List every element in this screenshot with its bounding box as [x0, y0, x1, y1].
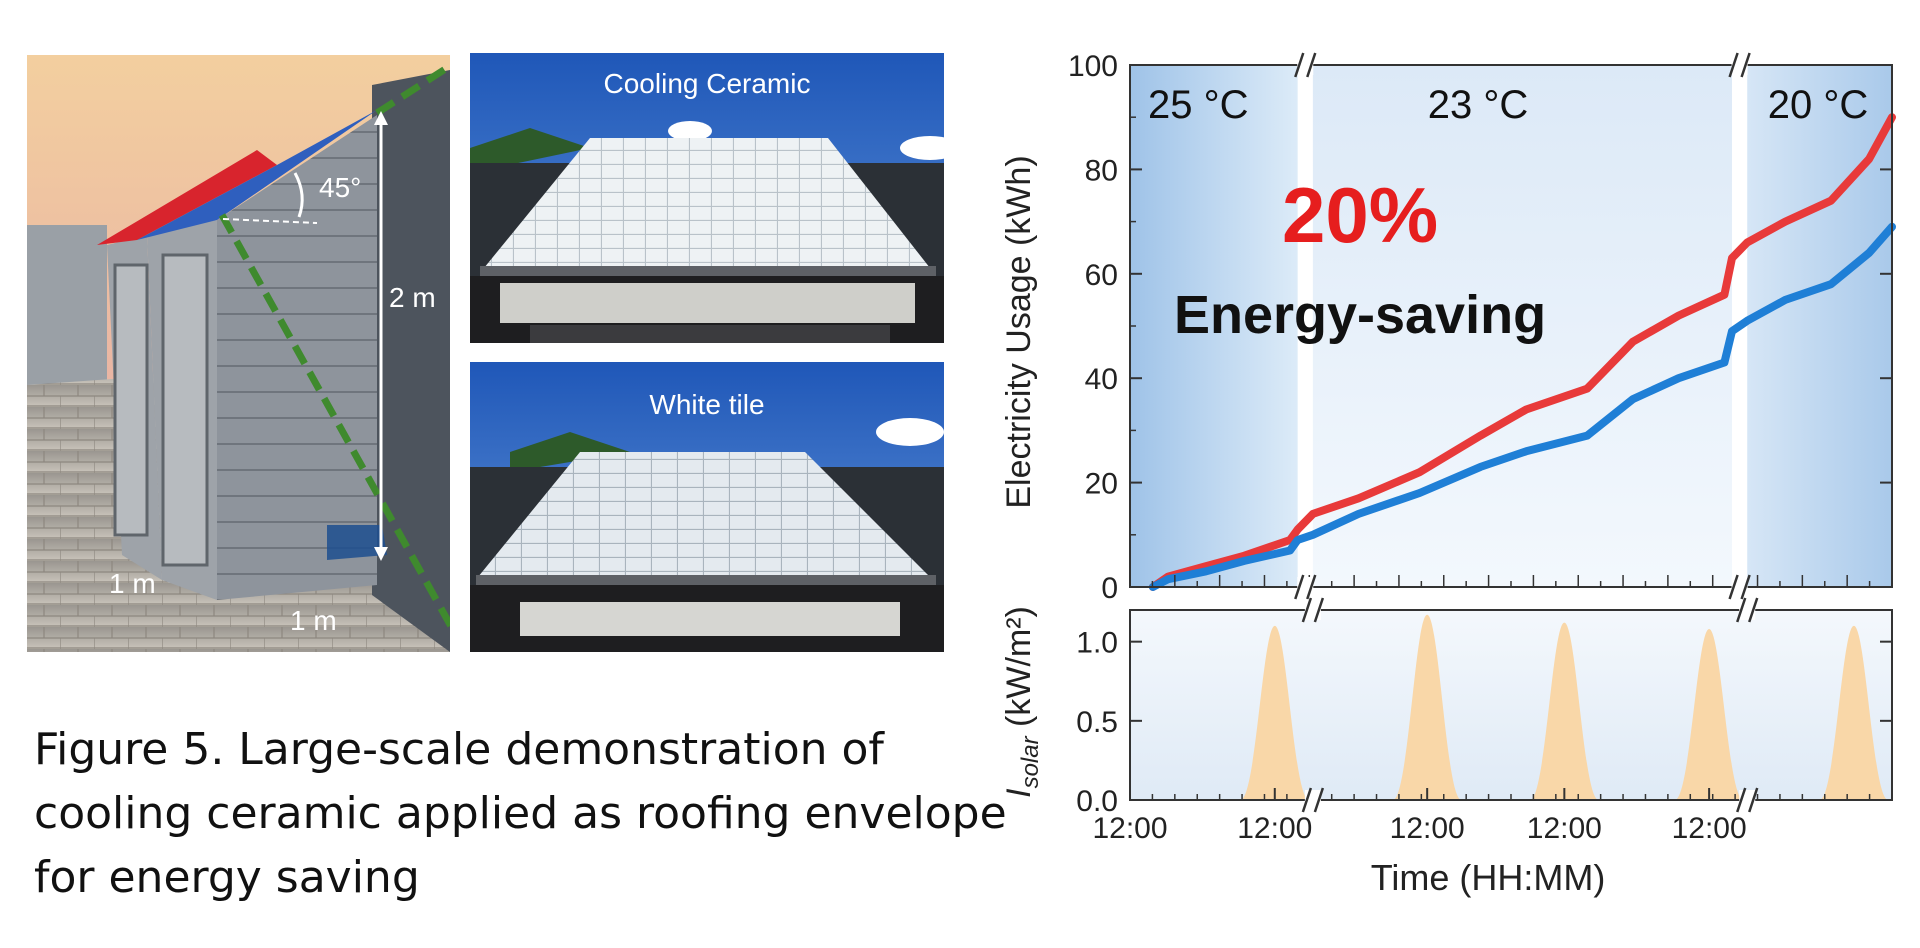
x-tick-label: 12:00 — [1672, 812, 1747, 845]
caption-line: cooling ceramic applied as roofing envel… — [34, 788, 1007, 839]
axis-break-mark — [1294, 574, 1305, 600]
axis-break-mark — [1728, 574, 1739, 600]
axis-break-mark — [1748, 597, 1759, 623]
series-line — [1148, 113, 1896, 591]
solar-y-tick-label: 0.5 — [1076, 706, 1118, 739]
axis-break-mark — [1740, 574, 1751, 600]
y-axis-label-electricity: Electricity Usage (kWh) — [1000, 155, 1038, 508]
axis-break-mark — [1313, 787, 1325, 813]
white-tile-label: White tile — [649, 389, 764, 420]
axis-break-mark — [1736, 597, 1747, 623]
region-label-25c: 25 °C — [1148, 83, 1249, 127]
y-tick-label: 80 — [1085, 154, 1118, 187]
region-background — [1130, 65, 1298, 587]
axis-break-mark — [1313, 597, 1325, 623]
figure-caption: Figure 5. Large-scale demonstration of c… — [34, 718, 1007, 910]
region-label-23c: 23 °C — [1428, 83, 1529, 127]
axis-break-mark — [1748, 787, 1759, 813]
height-label: 2 m — [389, 282, 436, 313]
energy-charts: 0 20 40 60 80 100 0.0 0.5 1.0 12:00 12:00 12:00 12:… — [1000, 50, 1896, 898]
series-line — [1148, 222, 1896, 591]
axis-break-mark — [1301, 597, 1313, 623]
solar-plot-background — [1130, 610, 1892, 800]
axis-break-mark — [1306, 52, 1317, 78]
white-tile-roof: White tile — [470, 362, 944, 652]
solar-peak — [1240, 625, 1310, 800]
y-tick-label: 100 — [1068, 50, 1118, 83]
solar-peak — [1392, 614, 1462, 800]
y-tick-label: 40 — [1085, 363, 1118, 396]
y-tick-label: 20 — [1085, 468, 1118, 501]
angle-label: 45° — [319, 172, 361, 203]
axis-break-mark — [1294, 52, 1305, 78]
saving-percent: 20% — [1282, 171, 1438, 259]
region-background — [1747, 65, 1892, 587]
region-label-20c: 20 °C — [1768, 83, 1869, 127]
width-right-label: 1 m — [290, 605, 337, 636]
axis-break-mark — [1740, 52, 1751, 78]
x-tick-label: 12:00 — [1390, 812, 1465, 845]
axis-break-mark — [1736, 787, 1747, 813]
x-tick-label: 12:00 — [1527, 812, 1602, 845]
caption-line: for energy saving — [34, 852, 420, 903]
axis-break-mark — [1301, 787, 1313, 813]
solar-peak — [1530, 622, 1599, 800]
saving-text: Energy-saving — [1174, 285, 1546, 345]
solar-peak — [1674, 629, 1744, 800]
white-tile-photo: White tile — [470, 362, 944, 652]
cooling-ceramic-photo: Cooling Ceramic — [470, 53, 944, 343]
y-tick-label: 0 — [1101, 572, 1118, 605]
cooling-ceramic-label: Cooling Ceramic — [604, 68, 811, 99]
cooling-ceramic-roof: Cooling Ceramic — [470, 53, 944, 343]
solar-y-tick-label: 0.0 — [1076, 785, 1118, 818]
shed-illustration: 45° 2 m 1 m 1 m — [27, 55, 450, 652]
axis-break-mark — [1306, 574, 1317, 600]
y-tick-label: 60 — [1085, 259, 1118, 292]
axis-break-gap — [1299, 65, 1312, 587]
width-left-label: 1 m — [109, 568, 156, 599]
y-axis-label-solar: Isolar (kW/m²) — [1000, 606, 1044, 798]
solar-y-tick-label: 1.0 — [1076, 627, 1118, 660]
x-tick-label: 12:00 — [1237, 812, 1312, 845]
x-axis-label: Time (HH:MM) — [1371, 857, 1606, 898]
x-tick-label: 12:00 — [1092, 812, 1167, 845]
shed-photo: 45° 2 m 1 m 1 m — [27, 55, 450, 652]
axis-break-mark — [1728, 52, 1739, 78]
solar-peak — [1819, 625, 1889, 800]
caption-line: Figure 5. Large-scale demonstration of — [34, 724, 884, 775]
